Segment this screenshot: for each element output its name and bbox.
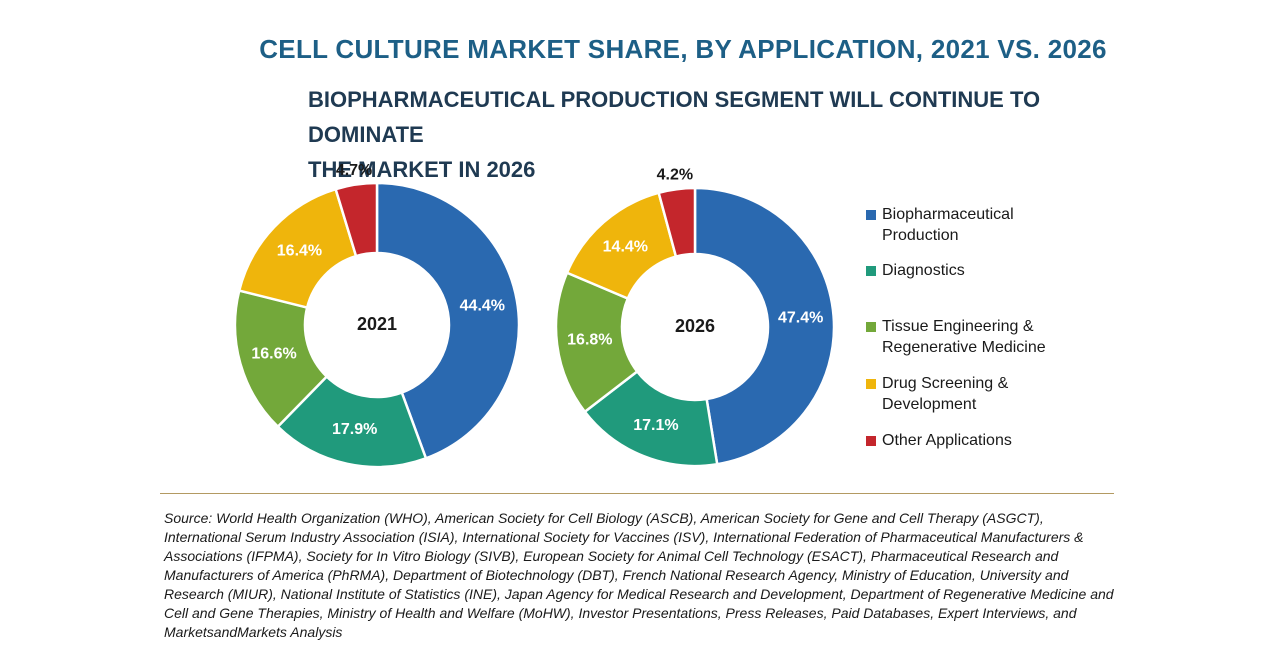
data-label-2026-3: 16.8% bbox=[567, 332, 612, 349]
legend-label: Biopharmaceutical Production bbox=[882, 206, 1014, 244]
data-label-2021-4: 16.4% bbox=[277, 242, 322, 259]
subtitle-line-1: BIOPHARMACEUTICAL PRODUCTION SEGMENT WIL… bbox=[308, 87, 1041, 147]
legend-swatch bbox=[866, 266, 876, 276]
divider bbox=[160, 493, 1114, 494]
legend-label: Diagnostics bbox=[882, 262, 965, 279]
donut-slice-2021-5 bbox=[334, 181, 379, 258]
source-note: Source: World Health Organization (WHO),… bbox=[164, 510, 1114, 640]
data-label-2021-3: 16.6% bbox=[251, 345, 296, 362]
donut-center-label-2021: 2021 bbox=[357, 314, 397, 334]
data-label-2021-1: 44.4% bbox=[460, 297, 505, 314]
legend-label: Tissue Engineering & Regenerative Medici… bbox=[882, 318, 1046, 356]
donut-slice-2026-5 bbox=[657, 186, 697, 259]
data-label-2026-2: 17.1% bbox=[633, 417, 678, 434]
legend-label: Drug Screening & Development bbox=[882, 375, 1009, 413]
legend-swatch bbox=[866, 210, 876, 220]
donut-slice-2026-1 bbox=[693, 186, 836, 466]
legend-swatch bbox=[866, 322, 876, 332]
chart-title: CELL CULTURE MARKET SHARE, BY APPLICATIO… bbox=[259, 34, 1107, 64]
legend-item-diagnostics: Diagnostics bbox=[866, 260, 1082, 281]
donut-center-label-2026: 2026 bbox=[675, 316, 715, 336]
legend-item-biopharmaceutical: Biopharmaceutical Production bbox=[866, 204, 1082, 246]
subtitle-line-2: THE MARKET IN 2026 bbox=[308, 157, 536, 182]
data-label-2021-5: 4.7% bbox=[336, 162, 372, 179]
legend-item-other-applications: Other Applications bbox=[866, 430, 1082, 451]
donut-slice-2021-1 bbox=[375, 181, 521, 460]
chart-subtitle: BIOPHARMACEUTICAL PRODUCTION SEGMENT WIL… bbox=[308, 82, 1128, 187]
donut-slice-2021-2 bbox=[276, 374, 428, 469]
data-label-2021-2: 17.9% bbox=[332, 421, 377, 438]
data-label-2026-1: 47.4% bbox=[778, 310, 823, 327]
data-label-2026-4: 14.4% bbox=[603, 238, 648, 255]
legend-label: Other Applications bbox=[882, 432, 1012, 449]
legend-item-drug-screening: Drug Screening & Development bbox=[866, 373, 1082, 415]
data-label-2026-5: 4.2% bbox=[657, 167, 693, 184]
legend-swatch bbox=[866, 379, 876, 389]
legend-swatch bbox=[866, 436, 876, 446]
legend-item-tissue-engineering: Tissue Engineering & Regenerative Medici… bbox=[866, 316, 1082, 358]
